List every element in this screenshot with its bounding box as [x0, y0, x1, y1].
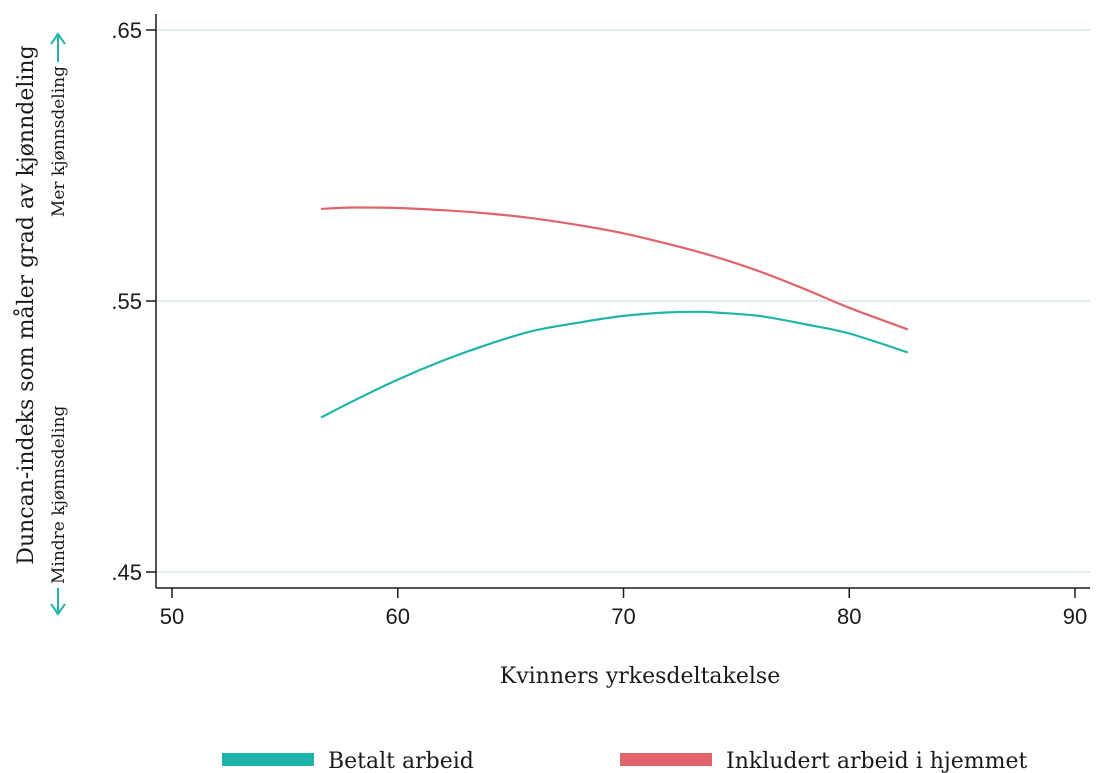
y-axis-title: Duncan-indeks som måler grad av kjønndel…	[12, 45, 39, 564]
legend-label-1: Inkludert arbeid i hjemmet	[726, 749, 1027, 773]
x-axis-title: Kvinners yrkesdeltakelse	[500, 664, 780, 689]
annotations: Mer kjønnsdeling Mindre kjønnsdeling	[49, 32, 69, 616]
y-tick-label-0: .45	[111, 560, 142, 585]
up-arrowhead-icon	[50, 32, 66, 45]
down-arrowhead-icon	[50, 603, 66, 616]
x-tick-label-1: 60	[386, 604, 410, 629]
x-tick-label-4: 90	[1063, 604, 1087, 629]
series-lines	[320, 206, 909, 419]
series-line-inkludert-arbeid-i-hjemmet	[320, 206, 909, 331]
axes: .45 .55 .65 50 60 70 80 90	[111, 14, 1090, 629]
annotation-up-text: Mer kjønnsdeling	[49, 66, 69, 217]
y-tick-label-1: .55	[111, 289, 142, 314]
x-tick-label-3: 80	[837, 604, 861, 629]
legend: Betalt arbeid Inkludert arbeid i hjemmet	[222, 749, 1027, 773]
x-tick-label-2: 70	[611, 604, 635, 629]
grid-lines	[156, 29, 1090, 573]
legend-swatch-0	[222, 753, 314, 766]
y-tick-label-2: .65	[111, 18, 142, 43]
annotation-down-text: Mindre kjønnsdeling	[49, 406, 69, 584]
legend-swatch-1	[620, 753, 712, 766]
series-line-betalt-arbeid	[320, 310, 909, 419]
x-tick-label-0: 50	[160, 604, 184, 629]
legend-label-0: Betalt arbeid	[328, 749, 474, 773]
